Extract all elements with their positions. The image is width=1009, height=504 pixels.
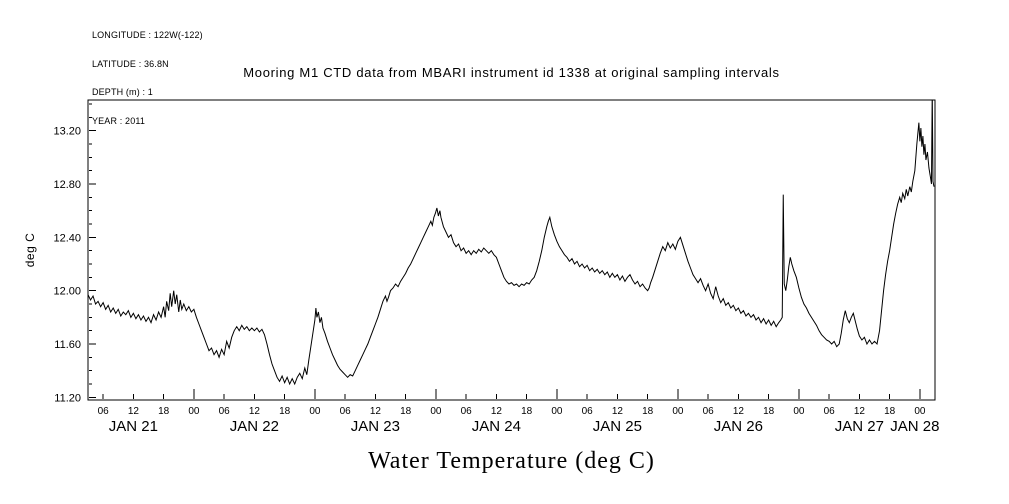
svg-text:06: 06: [582, 406, 594, 417]
meta-year: YEAR : 2011: [92, 115, 146, 126]
svg-text:12: 12: [612, 406, 624, 417]
svg-text:JAN 21: JAN 21: [109, 418, 158, 435]
svg-text:12: 12: [733, 406, 745, 417]
svg-text:JAN 26: JAN 26: [714, 418, 763, 435]
svg-text:12: 12: [249, 406, 261, 417]
svg-text:00: 00: [551, 406, 563, 417]
svg-text:12.40: 12.40: [53, 232, 81, 244]
svg-text:12: 12: [370, 406, 382, 417]
svg-text:00: 00: [914, 406, 926, 417]
svg-text:JAN 25: JAN 25: [593, 418, 642, 435]
svg-text:06: 06: [340, 406, 352, 417]
svg-text:JAN 28: JAN 28: [890, 418, 939, 435]
svg-text:06: 06: [219, 406, 231, 417]
svg-text:JAN 23: JAN 23: [351, 418, 400, 435]
svg-text:06: 06: [461, 406, 473, 417]
svg-text:00: 00: [793, 406, 805, 417]
svg-text:12: 12: [854, 406, 866, 417]
plot-caption: Water Temperature (deg C): [368, 448, 655, 474]
svg-text:12: 12: [491, 406, 503, 417]
svg-text:11.20: 11.20: [54, 392, 81, 404]
meta-latitude: LATITUDE : 36.8N: [92, 58, 169, 69]
svg-text:18: 18: [884, 406, 896, 417]
svg-text:06: 06: [824, 406, 836, 417]
svg-text:00: 00: [188, 406, 200, 417]
svg-text:13.20: 13.20: [53, 126, 81, 138]
svg-text:18: 18: [279, 406, 291, 417]
svg-text:12.00: 12.00: [53, 286, 81, 298]
svg-text:06: 06: [703, 406, 715, 417]
svg-text:00: 00: [309, 406, 321, 417]
svg-text:06: 06: [98, 406, 110, 417]
svg-text:12.80: 12.80: [53, 179, 81, 191]
svg-text:11.60: 11.60: [54, 339, 81, 351]
meta-depth: DEPTH (m) : 1: [92, 87, 153, 97]
meta-longitude: LONGITUDE : 122W(-122): [92, 30, 203, 40]
svg-text:JAN 24: JAN 24: [472, 418, 521, 435]
svg-text:18: 18: [158, 406, 170, 417]
header-metadata: LONGITUDE : 122W(-122) LATITUDE : 36.8N …: [92, 12, 203, 145]
svg-text:18: 18: [763, 406, 775, 417]
svg-text:00: 00: [672, 406, 684, 417]
svg-text:18: 18: [400, 406, 412, 417]
chart-title: Mooring M1 CTD data from MBARI instrumen…: [243, 65, 780, 80]
svg-text:00: 00: [430, 406, 442, 417]
svg-text:18: 18: [642, 406, 654, 417]
svg-text:12: 12: [128, 406, 140, 417]
svg-text:18: 18: [521, 406, 533, 417]
svg-text:JAN 27: JAN 27: [835, 418, 884, 435]
svg-text:JAN 22: JAN 22: [230, 418, 279, 435]
